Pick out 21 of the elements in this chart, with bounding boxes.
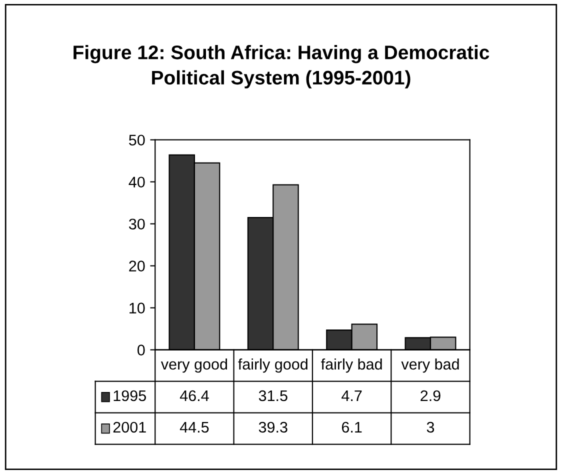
y-tick-label: 0: [137, 344, 145, 356]
y-tick-label: 40: [128, 176, 145, 188]
x-tick-label: fairly bad: [321, 358, 382, 373]
data-label: 6.1: [342, 422, 362, 433]
legend-label: 2001: [113, 422, 146, 433]
data-label: 46.4: [180, 390, 209, 402]
y-tick-label: 10: [130, 302, 145, 314]
x-tick-label: very good: [160, 358, 228, 373]
legend-label: 1995: [114, 390, 146, 402]
x-tick-label: fairly good: [238, 358, 308, 373]
chart-title: Figure 12: South Africa: Having a Democratic Political System (1995-2001): [74, 45, 490, 88]
data-label: 4.7: [342, 390, 362, 402]
y-tick-label: 30: [128, 218, 145, 230]
data-label: 44.5: [180, 422, 209, 433]
data-label: 3: [426, 422, 434, 433]
data-label: 39.3: [258, 422, 288, 433]
y-tick-label: 20: [129, 260, 145, 272]
data-label: 31.5: [258, 390, 288, 402]
data-label: 2.9: [420, 390, 440, 402]
y-tick-label: 50: [129, 134, 145, 146]
x-tick-label: very bad: [401, 358, 459, 373]
